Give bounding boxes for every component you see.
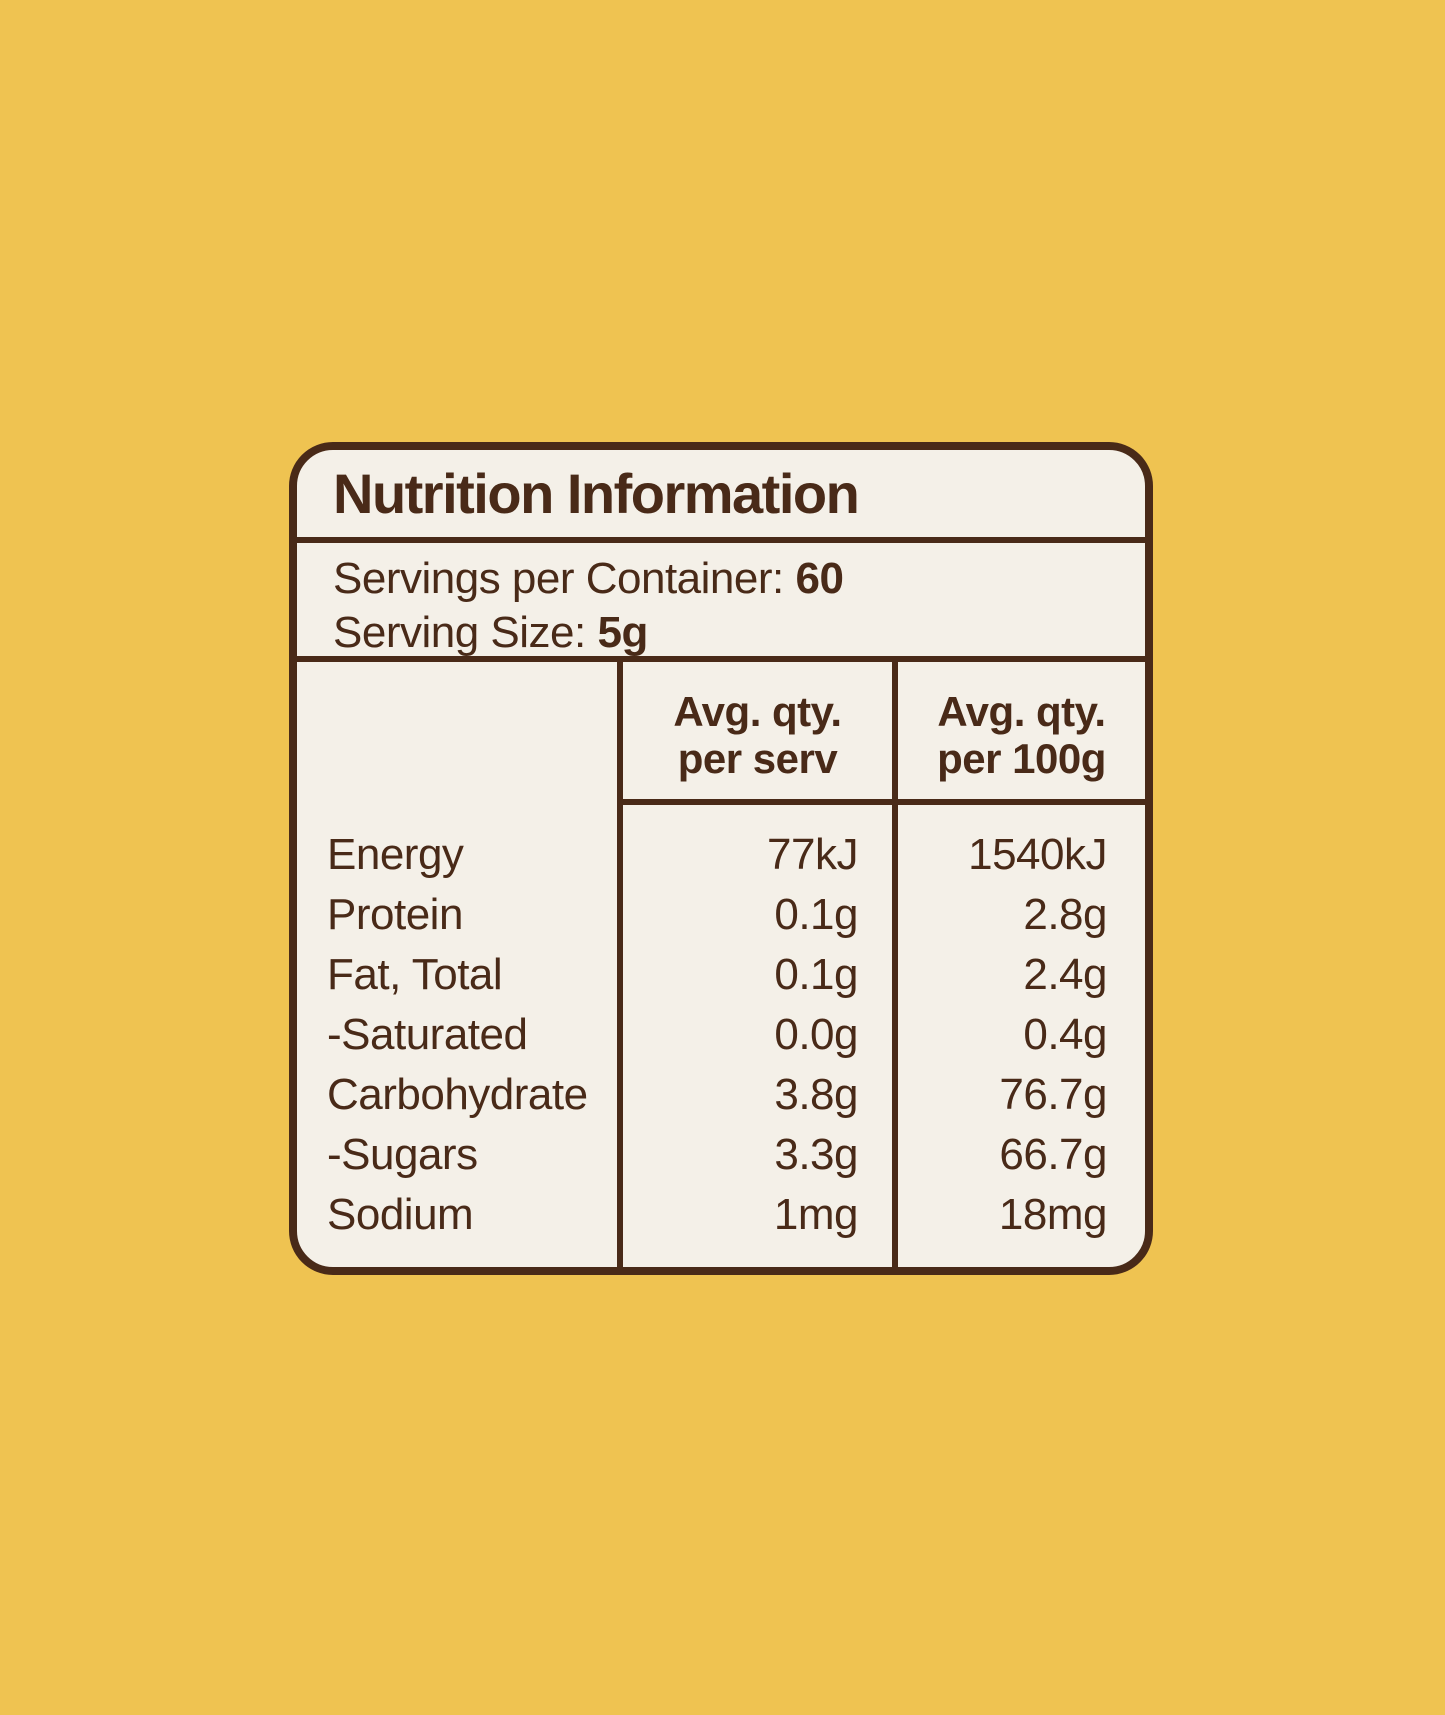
per-serv-column: Avg. qty. per serv 77kJ 0.1g 0.1g 0.0g 3… <box>617 662 892 1267</box>
nutrition-table: Energy Protein Fat, Total -Saturated Car… <box>297 662 1145 1267</box>
serving-size-value: 5g <box>597 608 648 657</box>
serving-section: Servings per Container: 60 Serving Size:… <box>297 543 1145 662</box>
serving-size: Serving Size: 5g <box>333 606 1109 660</box>
nutrient-name-column: Energy Protein Fat, Total -Saturated Car… <box>297 662 617 1267</box>
nutrient-row-label: -Saturated <box>327 1010 528 1059</box>
value-per-100g: 2.8g <box>1023 890 1107 939</box>
column-header-per-serv: Avg. qty. per serv <box>623 662 892 805</box>
value-per-serv: 77kJ <box>767 830 858 879</box>
nutrient-row-label: -Sugars <box>327 1130 478 1179</box>
nutrient-labels: Energy Protein Fat, Total -Saturated Car… <box>297 805 617 1245</box>
header-line1: Avg. qty. <box>673 687 842 735</box>
value-per-serv: 1mg <box>773 1190 859 1239</box>
servings-label: Servings per Container: <box>333 554 784 603</box>
value-per-100g: 0.4g <box>1023 1010 1107 1059</box>
header-line1: Avg. qty. <box>937 687 1106 735</box>
header-line2: per 100g <box>937 734 1106 782</box>
nutrient-row-label: Protein <box>327 890 463 939</box>
value-per-serv: 0.1g <box>774 950 858 999</box>
value-per-100g: 1540kJ <box>968 830 1107 879</box>
value-per-serv: 0.0g <box>774 1010 858 1059</box>
value-per-serv: 3.3g <box>774 1130 858 1179</box>
per-serv-values: 77kJ 0.1g 0.1g 0.0g 3.8g 3.3g 1mg <box>623 805 892 1245</box>
nutrition-title: Nutrition Information <box>333 462 860 525</box>
header-line2: per serv <box>677 734 838 782</box>
nutrient-row-label: Sodium <box>327 1190 474 1239</box>
empty-header-cell <box>297 662 617 805</box>
nutrient-row-label: Energy <box>327 830 464 879</box>
value-per-100g: 18mg <box>998 1190 1108 1239</box>
nutrient-row-label: Carbohydrate <box>327 1070 588 1119</box>
per-100g-column: Avg. qty. per 100g 1540kJ 2.8g 2.4g 0.4g… <box>892 662 1145 1267</box>
value-per-100g: 76.7g <box>999 1070 1107 1119</box>
value-per-100g: 2.4g <box>1023 950 1107 999</box>
title-section: Nutrition Information <box>297 450 1145 543</box>
nutrient-row-label: Fat, Total <box>327 950 503 999</box>
servings-per-container: Servings per Container: 60 <box>333 552 1109 606</box>
per-100g-values: 1540kJ 2.8g 2.4g 0.4g 76.7g 66.7g 18mg <box>898 805 1145 1245</box>
column-header-per-100g: Avg. qty. per 100g <box>898 662 1145 805</box>
serving-size-label: Serving Size: <box>333 608 586 657</box>
servings-value: 60 <box>795 554 844 603</box>
value-per-100g: 66.7g <box>999 1130 1107 1179</box>
nutrition-card: Nutrition Information Servings per Conta… <box>289 442 1153 1275</box>
value-per-serv: 0.1g <box>774 890 858 939</box>
value-per-serv: 3.8g <box>774 1070 858 1119</box>
